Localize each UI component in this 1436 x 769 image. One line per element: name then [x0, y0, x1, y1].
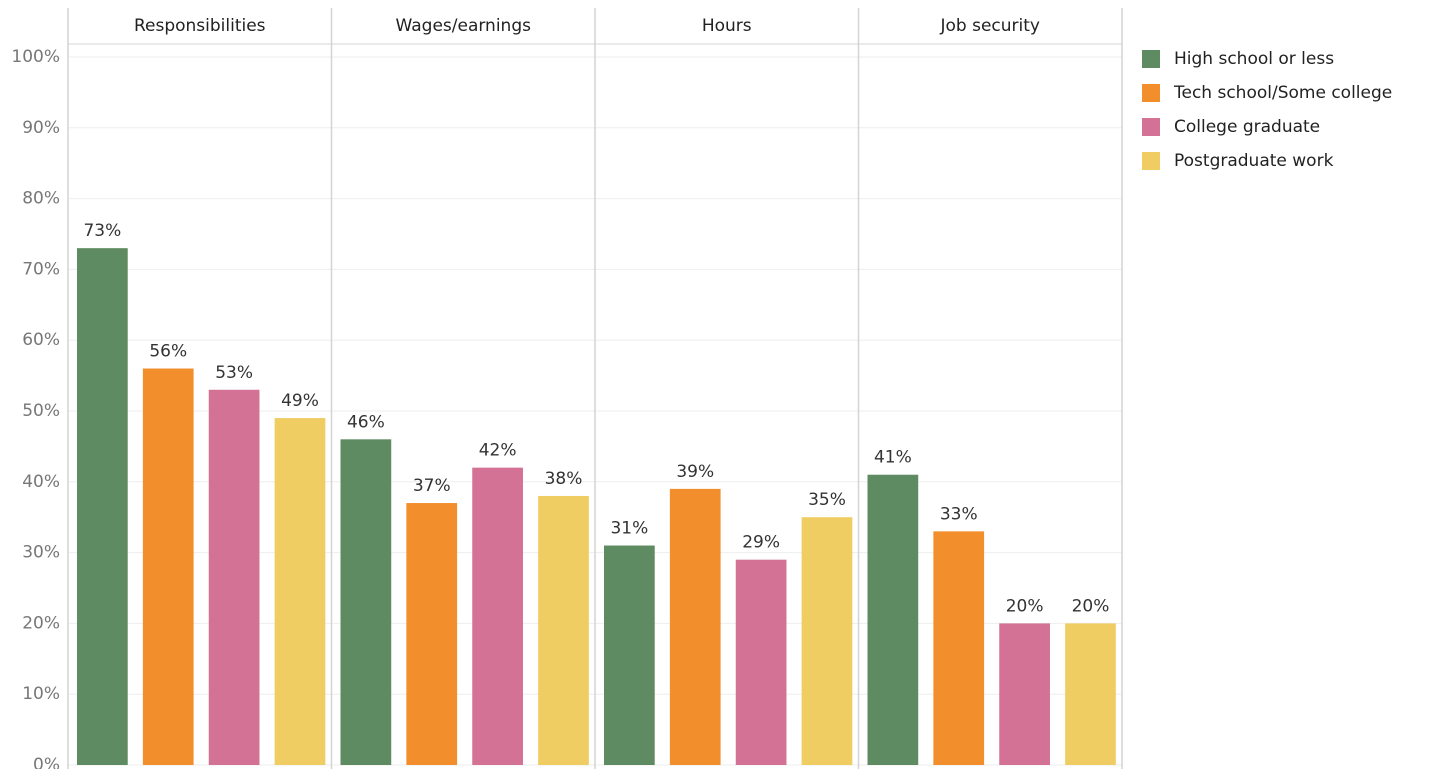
data-label: 56% [149, 342, 187, 362]
bar [208, 389, 260, 765]
data-label: 46% [347, 412, 385, 432]
data-label: 37% [413, 476, 451, 496]
data-label: 38% [545, 469, 583, 489]
bar [867, 474, 919, 765]
bar [999, 623, 1050, 765]
bar [1065, 623, 1116, 765]
y-tick-label: 20% [22, 613, 60, 633]
legend-label: High school or less [1174, 49, 1334, 69]
y-tick-label: 50% [22, 401, 60, 421]
y-tick-label: 100% [11, 47, 60, 67]
y-tick-label: 80% [22, 189, 60, 209]
legend-swatch [1142, 118, 1160, 136]
data-label: 33% [940, 504, 978, 524]
legend-label: Tech school/Some college [1173, 83, 1392, 103]
legend-swatch [1142, 50, 1160, 68]
data-label: 29% [742, 533, 780, 553]
bar [735, 559, 787, 765]
data-label: 42% [479, 441, 517, 461]
y-tick-label: 40% [22, 472, 60, 492]
y-tick-label: 70% [22, 259, 60, 279]
panel-label: Hours [702, 16, 752, 36]
y-tick-label: 30% [22, 543, 60, 563]
bar [340, 439, 392, 765]
bar [406, 503, 458, 765]
data-label: 49% [281, 391, 319, 411]
legend-swatch [1142, 152, 1160, 170]
y-tick-label: 10% [22, 684, 60, 704]
bar [472, 467, 523, 765]
panel-label: Wages/earnings [396, 16, 532, 36]
data-label: 35% [808, 490, 846, 510]
data-label: 20% [1006, 596, 1044, 616]
bar [801, 517, 853, 765]
legend-label: Postgraduate work [1174, 151, 1334, 171]
data-label: 39% [676, 462, 714, 482]
y-tick-label: 0% [33, 755, 60, 769]
legend-swatch [1142, 84, 1160, 102]
legend-label: College graduate [1174, 117, 1320, 137]
data-label: 53% [215, 363, 253, 383]
data-label: 20% [1072, 596, 1110, 616]
bar [77, 248, 128, 765]
data-label: 31% [610, 519, 648, 539]
y-tick-label: 90% [22, 118, 60, 138]
y-tick-label: 60% [22, 330, 60, 350]
data-label: 73% [83, 221, 121, 241]
data-label: 41% [874, 448, 912, 468]
bar [538, 495, 589, 765]
bar [142, 368, 194, 765]
bar [604, 545, 655, 765]
bar [274, 418, 326, 765]
bar [933, 531, 985, 765]
panel-label: Job security [940, 16, 1041, 36]
panel-label: Responsibilities [134, 16, 266, 36]
bar [669, 488, 721, 765]
